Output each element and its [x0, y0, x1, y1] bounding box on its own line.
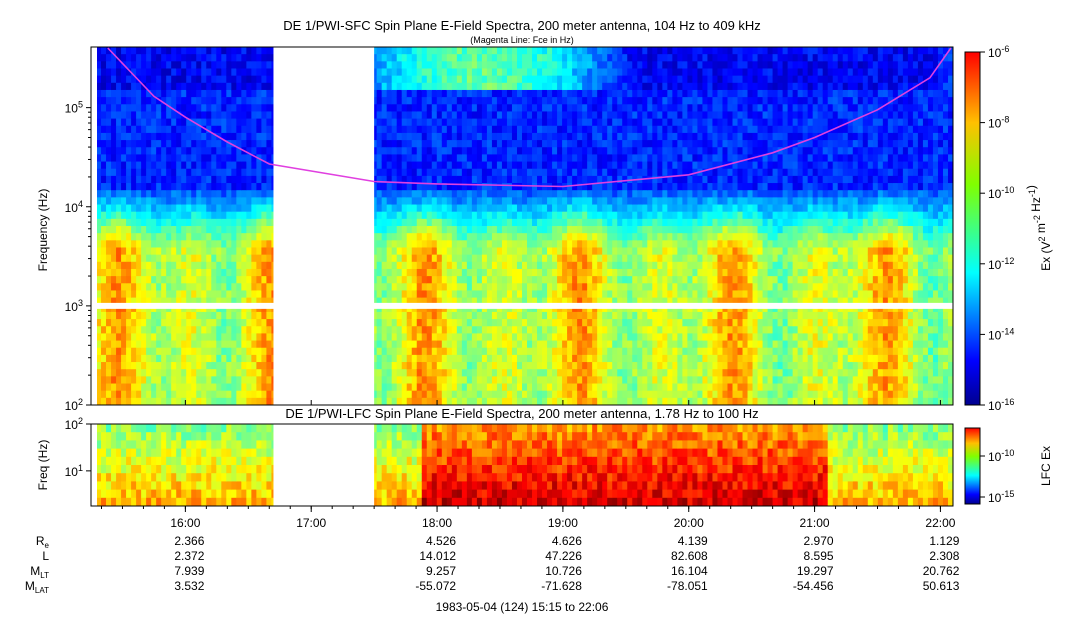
colorbar-tick-label: 10-8: [988, 115, 1009, 131]
ephemeris-value: 8.595: [804, 549, 834, 563]
ephemeris-value: 47.226: [545, 549, 582, 563]
ephemeris-value: 4.139: [678, 534, 708, 548]
ephemeris-value: 2.372: [174, 549, 204, 563]
top-panel-subtitle: (Magenta Line: Fce in Hz): [470, 35, 574, 45]
ephemeris-value: 4.626: [552, 534, 582, 548]
y-tick-label: 101: [65, 463, 83, 479]
ephemeris-value: 19.297: [797, 564, 834, 578]
bottom-y-axis-label: Freq (Hz): [36, 440, 50, 491]
data-gap: [273, 424, 374, 506]
top-colorbar-axis: 10-6 10-8 10-10 10-12 10-14 10-16: [980, 44, 1014, 413]
ephemeris-value: 2.366: [174, 534, 204, 548]
colorbar-tick-label: 10-15: [988, 489, 1014, 505]
colorbar-tick-label: 10-10: [988, 448, 1014, 464]
ephemeris-value: 20.762: [923, 564, 960, 578]
y-tick-label: 105: [65, 100, 83, 116]
ephemeris-value: -71.628: [541, 579, 582, 593]
ephemeris-row-label: MLAT: [25, 579, 49, 595]
y-tick-label: 102: [65, 397, 83, 413]
ephemeris-value: 1.129: [929, 534, 959, 548]
sfc-spectrogram: [91, 47, 954, 406]
bottom-panel-title: DE 1/PWI-LFC Spin Plane E-Field Spectra,…: [285, 406, 758, 421]
x-tick-label: 21:00: [800, 516, 830, 530]
y-tick-label: 104: [65, 199, 83, 215]
bottom-y-axis: 101 102: [65, 416, 91, 479]
top-colorbar-label: Ex (V2 m-2 Hz-1): [1024, 185, 1053, 271]
ephemeris-value: 16.104: [671, 564, 708, 578]
top-panel-title: DE 1/PWI-SFC Spin Plane E-Field Spectra,…: [283, 18, 761, 33]
colorbar-tick-label: 10-6: [988, 44, 1009, 60]
ephemeris-value: 9.257: [426, 564, 456, 578]
top-y-axis: 102 103 104 105: [65, 100, 91, 413]
ephemeris-value: 3.532: [174, 579, 204, 593]
colorbar-tick-label: 10-12: [988, 256, 1014, 272]
ephemeris-value: 7.939: [174, 564, 204, 578]
ephemeris-value: 50.613: [923, 579, 960, 593]
lfc-spectrogram: [91, 424, 954, 507]
ephemeris-value: -54.456: [793, 579, 834, 593]
band-separator: [91, 303, 953, 309]
footer-time-range: 1983-05-04 (124) 15:15 to 22:06: [436, 600, 609, 614]
y-tick-label: 103: [65, 298, 83, 314]
ephemeris-value: -55.072: [415, 579, 456, 593]
x-tick-label: 19:00: [548, 516, 578, 530]
ephemeris-value: 2.308: [929, 549, 959, 563]
bottom-colorbar: [965, 428, 980, 504]
x-tick-label: 17:00: [296, 516, 326, 530]
ephemeris-value: -78.051: [667, 579, 708, 593]
bottom-colorbar-label: LFC Ex: [1039, 446, 1053, 486]
top-colorbar: [965, 52, 980, 405]
y-tick-label: 102: [65, 416, 83, 432]
ephemeris-row-label: Re: [36, 534, 50, 550]
ephemeris-value: 10.726: [545, 564, 582, 578]
colorbar-tick-label: 10-16: [988, 397, 1014, 413]
x-tick-label: 20:00: [674, 516, 704, 530]
top-y-axis-label: Frequency (Hz): [36, 189, 50, 272]
x-tick-label: 22:00: [925, 516, 955, 530]
data-gap: [273, 47, 374, 405]
bottom-colorbar-axis: 10-10 10-15: [980, 448, 1014, 505]
ephemeris-value: 4.526: [426, 534, 456, 548]
ephemeris-value: 2.970: [804, 534, 834, 548]
ephemeris-table: Re 2.366 4.526 4.626 4.139 2.970 1.129 L 2.372 14…: [25, 534, 960, 595]
ephemeris-row-label: MLT: [30, 564, 49, 580]
colorbar-tick-label: 10-14: [988, 326, 1014, 342]
x-tick-label: 16:00: [170, 516, 200, 530]
ephemeris-value: 14.012: [419, 549, 456, 563]
colorbar-tick-label: 10-10: [988, 185, 1014, 201]
ephemeris-value: 82.608: [671, 549, 708, 563]
ephemeris-row-label: L: [42, 549, 49, 563]
x-tick-label: 18:00: [422, 516, 452, 530]
